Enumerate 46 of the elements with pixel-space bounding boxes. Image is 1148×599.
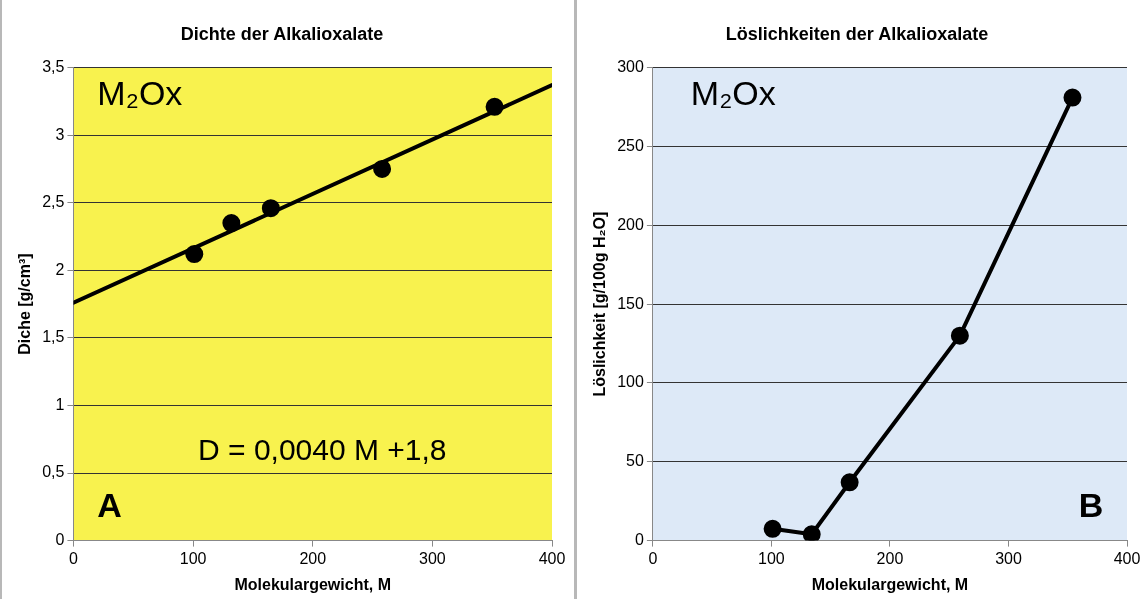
x-tick-label: 100 — [757, 549, 785, 567]
y-tick-label: 2,5 — [42, 193, 65, 211]
y-tick-label: 300 — [616, 58, 644, 76]
x-tick-label: 300 — [419, 549, 446, 567]
y-tick-label: 3 — [55, 125, 65, 143]
point — [802, 525, 821, 541]
y-tick-label: 3,5 — [42, 58, 65, 76]
x-axis-title: Molekulargewicht, M — [234, 575, 391, 593]
x-tick-label: 0 — [647, 549, 657, 567]
point — [373, 159, 392, 178]
y-axis-title: Diche [g/cm³] — [16, 253, 34, 355]
y-tick-label: 1,5 — [42, 328, 65, 346]
point — [261, 199, 280, 218]
annotation: M₂Ox — [690, 74, 776, 113]
y-tick-label: 100 — [616, 373, 644, 391]
point — [222, 214, 241, 233]
x-axis-title: Molekulargewicht, M — [811, 575, 968, 593]
x-tick-label: 400 — [1113, 549, 1140, 567]
y-tick-label: 50 — [625, 452, 644, 470]
y-tick-label: 1 — [55, 395, 65, 413]
annotation: B — [1078, 485, 1103, 524]
x-tick-label: 200 — [299, 549, 327, 567]
y-tick-label: 2 — [55, 260, 65, 278]
annotation: D = 0,0040 M +1,8 — [198, 433, 447, 467]
y-axis-title: Löslichkeit [g/100g H₂O] — [590, 211, 608, 397]
y-tick-label: 200 — [616, 215, 644, 233]
y-tick-label: 0 — [55, 531, 65, 549]
point — [1062, 88, 1081, 107]
annotation: A — [97, 485, 122, 524]
y-tick-label: 0,5 — [42, 463, 65, 481]
x-tick-label: 400 — [538, 549, 566, 567]
annotation: M₂Ox — [97, 74, 183, 113]
x-tick-label: 100 — [179, 549, 207, 567]
y-tick-label: 250 — [616, 136, 644, 154]
y-tick-label: 0 — [634, 531, 644, 549]
point — [840, 473, 859, 492]
x-tick-label: 200 — [876, 549, 903, 567]
chart-title: Dichte der Alkalioxalate — [180, 23, 384, 44]
x-tick-label: 0 — [68, 549, 78, 567]
chart-title: Löslichkeiten der Alkalioxalate — [725, 23, 988, 44]
point — [950, 326, 969, 345]
x-tick-label: 300 — [994, 549, 1022, 567]
point — [485, 97, 504, 116]
point — [185, 245, 204, 264]
y-tick-label: 150 — [616, 294, 644, 312]
point — [763, 519, 782, 538]
